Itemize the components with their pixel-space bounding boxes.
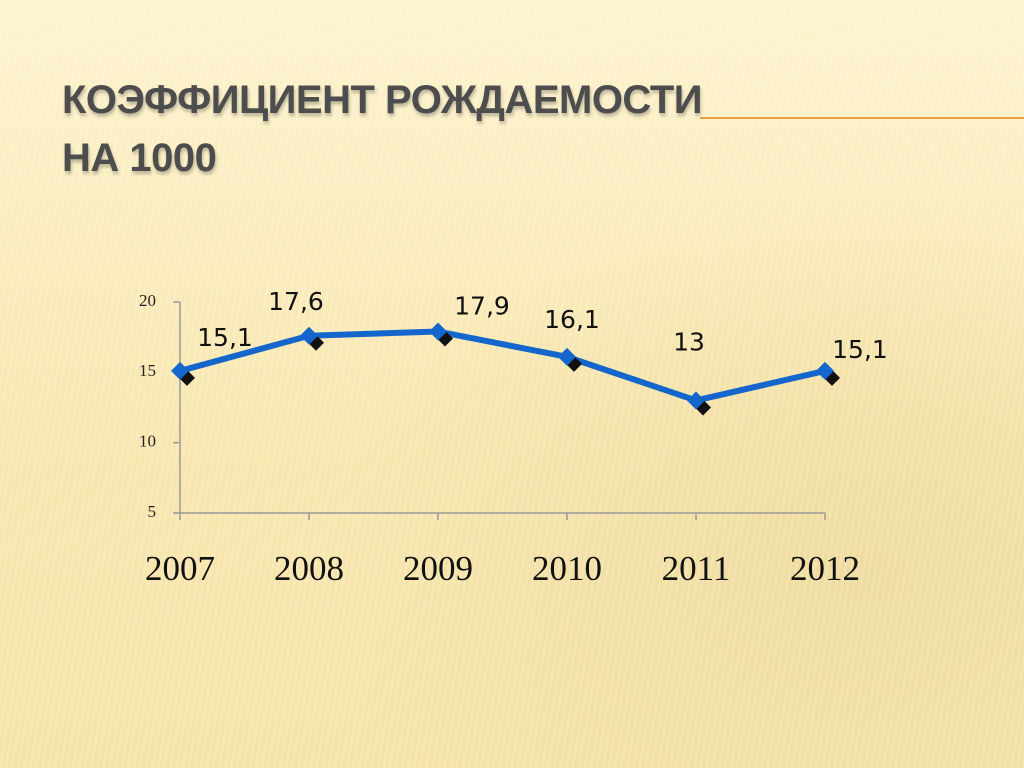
marker [300, 326, 318, 345]
y-tick-label: 20 [139, 291, 156, 310]
x-tick-label: 2010 [532, 549, 602, 588]
value-label: 15,1 [197, 323, 253, 352]
value-label: 17,9 [454, 292, 510, 321]
x-tick-label: 2012 [790, 549, 860, 588]
y-tick-label: 5 [148, 502, 157, 521]
x-tick-label: 2008 [274, 549, 344, 588]
value-label: 17,6 [268, 287, 324, 316]
data-line [179, 328, 826, 404]
value-label: 15,1 [832, 335, 888, 364]
marker [816, 361, 834, 380]
title-line: НА 1000 [62, 136, 217, 180]
title-line: КОЭФФИЦИЕНТ РОЖДАЕМОСТИ [62, 78, 703, 122]
x-tick-label: 2009 [403, 549, 473, 588]
marker [429, 322, 447, 341]
value-label: 13 [673, 327, 705, 356]
x-tick-label: 2007 [145, 549, 215, 588]
marker [687, 391, 705, 410]
title-rule [700, 117, 1024, 119]
marker [558, 347, 576, 366]
x-tick-label: 2011 [662, 549, 731, 588]
marker [171, 361, 189, 380]
y-tick-label: 10 [139, 432, 156, 451]
y-tick-label: 15 [139, 361, 156, 380]
value-label: 16,1 [544, 305, 600, 334]
